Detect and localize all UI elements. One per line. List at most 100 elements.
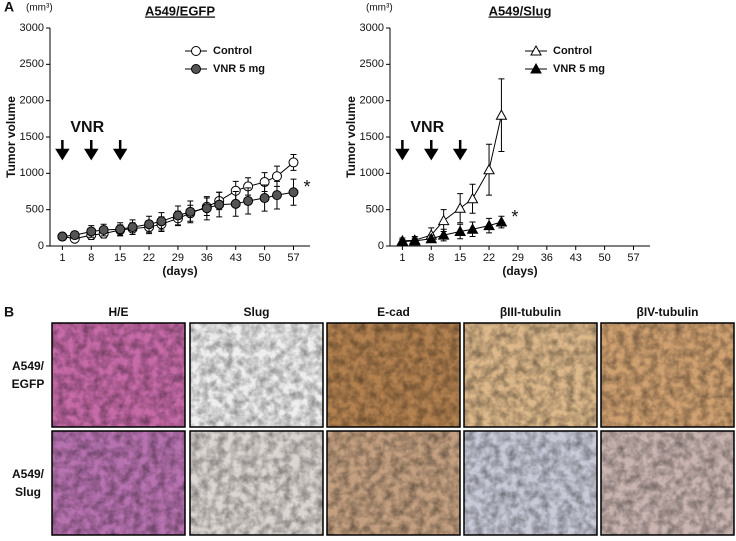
x-tick-label: 15	[114, 252, 126, 264]
x-tick-label: 15	[454, 252, 466, 264]
marker	[201, 203, 212, 214]
marker	[271, 190, 282, 201]
x-tick-label: 22	[143, 252, 155, 264]
x-axis-label: (days)	[162, 264, 197, 278]
y-axis-label: Tumor volume	[344, 96, 358, 178]
y-tick-label: 1000	[360, 167, 384, 179]
marker	[425, 232, 438, 244]
x-tick-label: 29	[512, 252, 524, 264]
panel-label: A	[4, 0, 14, 15]
micrograph-texture	[464, 431, 597, 535]
micrograph-texture	[52, 431, 185, 535]
x-tick-label: 29	[172, 252, 184, 264]
x-axis-label: (days)	[502, 264, 537, 278]
marker	[156, 216, 167, 227]
column-header: Slug	[244, 305, 270, 319]
y-tick-label: 2000	[20, 95, 44, 107]
x-tick-label: 50	[258, 252, 270, 264]
micrograph-texture	[327, 323, 460, 427]
y-tick-label: 1000	[20, 167, 44, 179]
x-tick-label: 1	[59, 252, 65, 264]
x-tick-label: 8	[428, 252, 434, 264]
marker	[127, 222, 138, 233]
arrow	[112, 140, 128, 161]
column-header: βIII-tubulin	[500, 305, 561, 319]
y-tick-label: 2500	[20, 58, 44, 70]
row-label: Slug	[15, 485, 41, 499]
annotation: VNR	[410, 119, 444, 136]
marker	[86, 226, 97, 237]
x-tick-label: 1	[399, 252, 405, 264]
marker	[408, 234, 421, 246]
y-tick-label: 2000	[360, 95, 384, 107]
marker	[466, 192, 479, 204]
series-line	[62, 162, 294, 240]
marker	[243, 195, 254, 206]
y-tick-label: 0	[38, 240, 44, 252]
marker	[437, 229, 450, 240]
column-header: βIV-tubulin	[637, 305, 699, 319]
marker	[271, 171, 282, 182]
legend-marker	[530, 44, 542, 56]
marker	[437, 214, 450, 226]
y-tick-label: 500	[366, 204, 384, 216]
marker	[288, 157, 299, 168]
micrograph-texture	[52, 323, 185, 427]
row-label: A549/	[12, 467, 45, 481]
chart: A549/EGFP (mm³) Tumor volume (days) 0 500 1000…	[4, 3, 310, 279]
x-tick-label: 36	[541, 252, 553, 264]
legend-label: Control	[553, 45, 592, 57]
x-tick-label: 36	[201, 252, 213, 264]
marker	[454, 202, 467, 213]
annotation: VNR	[70, 119, 104, 136]
micrograph-texture	[190, 323, 323, 427]
unit-label: (mm³)	[366, 3, 393, 14]
x-tick-label: 50	[598, 252, 610, 264]
chart: A549/Slug (mm³) Tumor volume (days) 0 500 1000…	[344, 3, 650, 278]
x-tick-label: 57	[287, 252, 299, 264]
significance: *	[303, 177, 310, 197]
marker	[483, 219, 495, 231]
legend-label: VNR 5 mg	[213, 63, 265, 75]
marker	[454, 225, 467, 236]
legend-label: VNR 5 mg	[553, 63, 605, 75]
micrograph-texture	[464, 323, 597, 427]
marker	[466, 223, 479, 234]
legend-label: Control	[213, 45, 252, 57]
y-tick-label: 3000	[20, 22, 44, 34]
y-tick-label: 2500	[360, 58, 384, 70]
marker	[98, 225, 109, 236]
marker	[69, 230, 80, 241]
y-axis-label: Tumor volume	[4, 96, 18, 178]
x-tick-label: 43	[570, 252, 582, 264]
legend-marker	[191, 46, 201, 56]
panel-label: B	[4, 304, 14, 320]
x-tick-label: 57	[627, 252, 639, 264]
arrow	[452, 140, 468, 161]
y-tick-label: 500	[26, 204, 44, 216]
y-tick-label: 1500	[20, 131, 44, 143]
marker	[214, 199, 225, 210]
micrograph-texture	[601, 323, 734, 427]
micrograph-texture	[190, 431, 323, 535]
marker	[172, 210, 183, 221]
marker	[396, 235, 409, 247]
marker	[259, 193, 270, 204]
row-label: A549/	[12, 359, 45, 373]
micrograph-texture	[327, 431, 460, 535]
marker	[483, 163, 495, 175]
y-tick-label: 3000	[360, 22, 384, 34]
marker	[288, 187, 299, 198]
marker	[144, 219, 155, 230]
arrow	[395, 140, 410, 161]
marker	[185, 206, 196, 217]
marker	[230, 198, 241, 209]
marker	[57, 231, 68, 242]
x-tick-label: 43	[230, 252, 242, 264]
significance: *	[511, 207, 518, 227]
marker	[495, 215, 508, 227]
chart-title: A549/EGFP	[145, 3, 215, 18]
column-header: H/E	[108, 305, 128, 319]
legend-marker	[530, 62, 542, 74]
